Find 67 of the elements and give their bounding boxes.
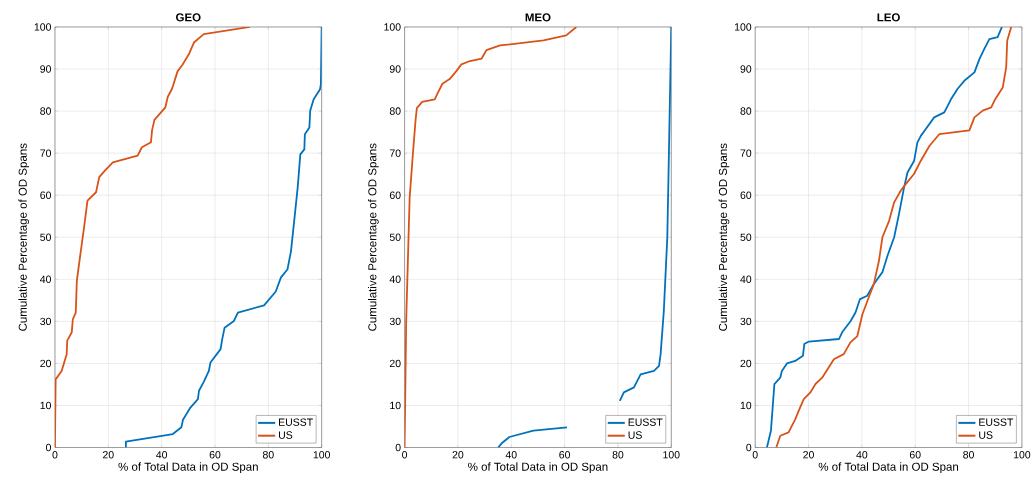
x-tick-label: 0 xyxy=(52,450,58,459)
y-tick-label: 80 xyxy=(740,107,752,115)
x-tick-label: 80 xyxy=(262,450,274,459)
y-tick-label: 20 xyxy=(389,359,401,367)
line-series xyxy=(54,26,251,448)
y-tick-label: 20 xyxy=(40,359,52,367)
x-tick-label: 80 xyxy=(612,450,624,459)
y-tick-label: 100 xyxy=(384,23,401,31)
y-tick-label: 70 xyxy=(740,149,752,157)
x-tick-label: 0 xyxy=(752,450,758,459)
x-tick-label: 60 xyxy=(909,450,921,459)
chart-title: GEO xyxy=(176,13,201,22)
y-tick-label: 100 xyxy=(734,23,752,31)
y-tick-label: 10 xyxy=(390,401,401,409)
x-tick-label: 60 xyxy=(559,450,571,459)
x-tick-label: 0 xyxy=(402,450,408,459)
chart-title: LEO xyxy=(877,13,900,22)
y-tick-label: 0 xyxy=(746,443,752,451)
legend-label: US xyxy=(628,431,642,439)
y-tick-label: 0 xyxy=(46,443,52,451)
x-tick-label: 20 xyxy=(452,450,464,459)
x-axis-title: % of Total Data in OD Span xyxy=(468,462,608,473)
y-tick-label: 50 xyxy=(389,233,401,241)
y-tick-label: 10 xyxy=(740,401,752,409)
x-tick-label: 40 xyxy=(505,450,517,459)
y-tick-label: 80 xyxy=(40,107,52,115)
y-tick-label: 70 xyxy=(40,149,52,157)
y-tick-label: 40 xyxy=(740,275,752,283)
y-tick-label: 60 xyxy=(389,191,401,199)
legend-label: US xyxy=(979,431,993,439)
y-tick-label: 90 xyxy=(740,65,752,73)
y-tick-label: 70 xyxy=(389,149,401,157)
x-axis-title: % of Total Data in OD Span xyxy=(118,462,258,473)
y-tick-label: 60 xyxy=(740,191,752,199)
y-tick-label: 10 xyxy=(40,401,52,409)
x-tick-label: 100 xyxy=(1013,450,1031,459)
y-axis-title: Cumulative Percentage of OD Spans xyxy=(18,143,30,331)
x-tick-label: 20 xyxy=(803,450,814,459)
y-tick-label: 50 xyxy=(740,233,752,241)
legend-label: EUSST xyxy=(279,418,313,426)
y-tick-label: 50 xyxy=(40,233,52,241)
legend-label: EUSST xyxy=(628,418,663,426)
y-axis-title: Cumulative Percentage of OD Spans xyxy=(367,143,379,331)
x-tick-label: 20 xyxy=(103,450,114,459)
y-tick-label: 100 xyxy=(34,23,52,31)
y-axis-title: Cumulative Percentage of OD Spans xyxy=(718,143,730,331)
y-tick-label: 90 xyxy=(389,65,401,73)
y-tick-label: 80 xyxy=(389,107,401,115)
chart-title: MEO xyxy=(525,13,551,22)
legend-label: EUSST xyxy=(979,418,1014,426)
y-tick-label: 0 xyxy=(395,443,401,451)
x-tick-label: 60 xyxy=(209,450,221,459)
y-tick-label: 30 xyxy=(389,317,401,325)
x-tick-label: 100 xyxy=(663,450,680,459)
x-tick-label: 40 xyxy=(156,450,168,459)
y-tick-label: 40 xyxy=(40,275,52,283)
y-tick-label: 30 xyxy=(40,317,52,325)
y-tick-label: 90 xyxy=(40,65,52,73)
legend-label: US xyxy=(278,431,293,439)
x-tick-label: 80 xyxy=(963,450,974,459)
x-tick-label: 100 xyxy=(313,450,330,459)
x-axis-title: % of Total Data in OD Span xyxy=(818,462,959,473)
y-tick-label: 60 xyxy=(40,191,52,199)
y-tick-label: 20 xyxy=(740,359,752,367)
y-tick-label: 30 xyxy=(740,317,752,325)
y-tick-label: 40 xyxy=(389,275,401,283)
x-tick-label: 40 xyxy=(856,450,868,459)
